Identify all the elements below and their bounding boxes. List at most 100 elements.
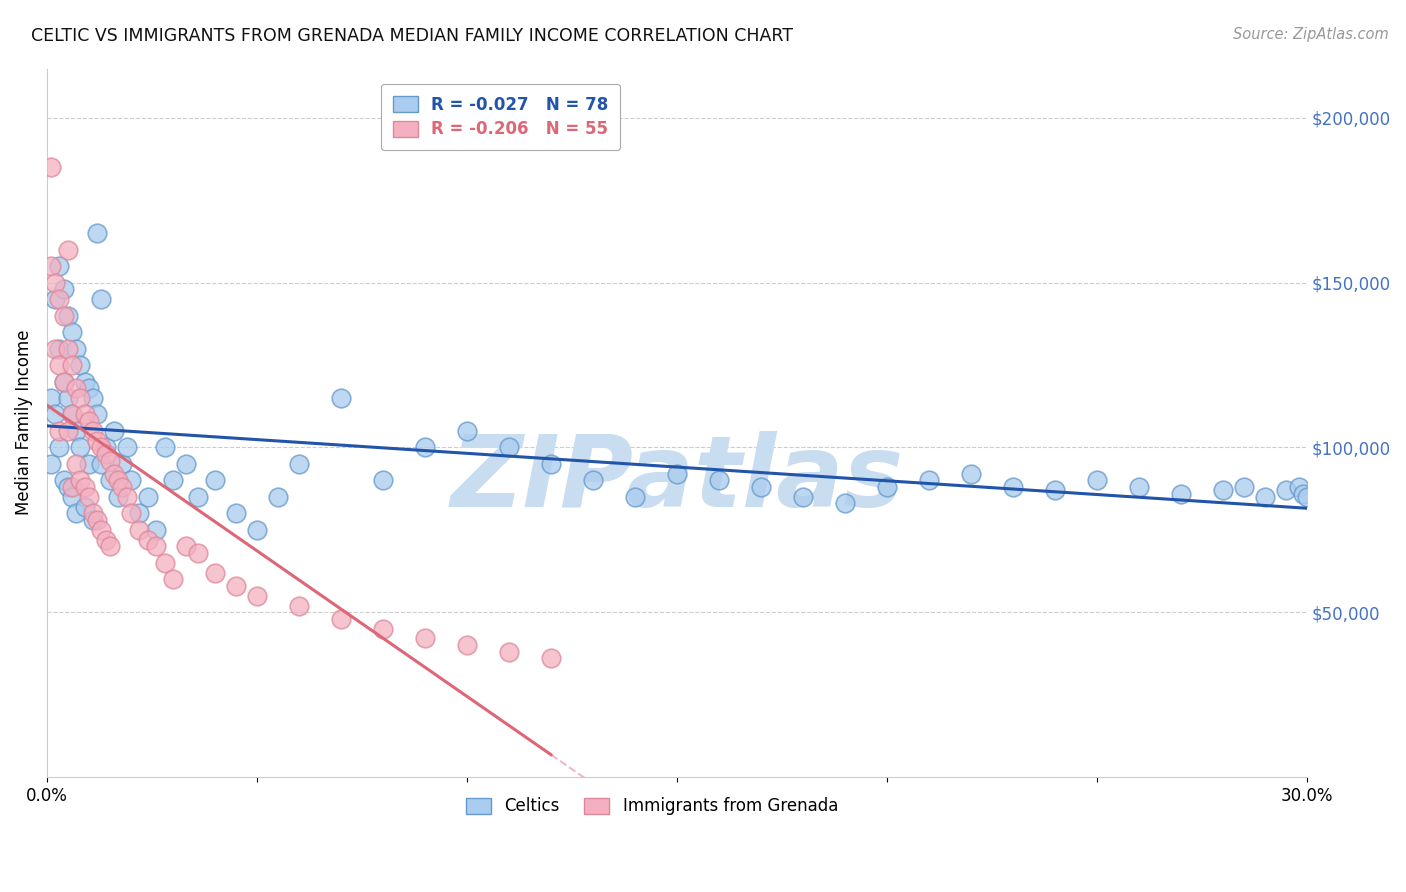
Point xyxy=(371,474,394,488)
Point xyxy=(69,474,91,488)
Point xyxy=(329,391,352,405)
Point xyxy=(115,490,138,504)
Point xyxy=(39,391,62,405)
Legend: Celtics, Immigrants from Grenada: Celtics, Immigrants from Grenada xyxy=(456,788,848,825)
Point xyxy=(120,474,142,488)
Point xyxy=(60,490,83,504)
Point xyxy=(56,309,79,323)
Point xyxy=(60,325,83,339)
Point xyxy=(90,292,112,306)
Point xyxy=(90,457,112,471)
Text: CELTIC VS IMMIGRANTS FROM GRENADA MEDIAN FAMILY INCOME CORRELATION CHART: CELTIC VS IMMIGRANTS FROM GRENADA MEDIAN… xyxy=(31,27,793,45)
Point xyxy=(86,226,108,240)
Point xyxy=(145,539,167,553)
Point xyxy=(1296,490,1319,504)
Point xyxy=(187,546,209,560)
Point xyxy=(65,342,87,356)
Point xyxy=(1254,490,1277,504)
Point xyxy=(44,276,66,290)
Point xyxy=(86,434,108,448)
Point xyxy=(288,599,311,613)
Point xyxy=(48,292,70,306)
Point xyxy=(120,506,142,520)
Point xyxy=(82,513,104,527)
Text: Source: ZipAtlas.com: Source: ZipAtlas.com xyxy=(1233,27,1389,42)
Point xyxy=(69,358,91,372)
Point xyxy=(145,523,167,537)
Point xyxy=(128,506,150,520)
Point xyxy=(52,474,75,488)
Point xyxy=(39,259,62,273)
Point xyxy=(115,441,138,455)
Point xyxy=(1275,483,1298,498)
Point xyxy=(48,441,70,455)
Point xyxy=(56,480,79,494)
Point xyxy=(413,632,436,646)
Point xyxy=(82,424,104,438)
Point xyxy=(498,441,520,455)
Point xyxy=(187,490,209,504)
Point xyxy=(56,243,79,257)
Point xyxy=(153,556,176,570)
Point xyxy=(162,474,184,488)
Point xyxy=(90,441,112,455)
Point xyxy=(225,506,247,520)
Point xyxy=(52,375,75,389)
Point xyxy=(540,651,562,665)
Point xyxy=(52,282,75,296)
Point xyxy=(174,539,197,553)
Point xyxy=(94,441,117,455)
Point xyxy=(371,622,394,636)
Point xyxy=(90,523,112,537)
Point xyxy=(77,414,100,428)
Point xyxy=(82,391,104,405)
Point xyxy=(1212,483,1234,498)
Point xyxy=(329,612,352,626)
Point xyxy=(582,474,605,488)
Point xyxy=(52,309,75,323)
Point xyxy=(624,490,647,504)
Point xyxy=(749,480,772,494)
Point xyxy=(162,572,184,586)
Point xyxy=(86,408,108,422)
Point xyxy=(174,457,197,471)
Point xyxy=(111,480,134,494)
Point xyxy=(456,424,478,438)
Point xyxy=(44,342,66,356)
Y-axis label: Median Family Income: Median Family Income xyxy=(15,330,32,516)
Point xyxy=(65,381,87,395)
Point xyxy=(225,579,247,593)
Point xyxy=(246,523,269,537)
Point xyxy=(39,161,62,175)
Point xyxy=(540,457,562,471)
Point xyxy=(94,447,117,461)
Point xyxy=(876,480,898,494)
Point xyxy=(48,342,70,356)
Point xyxy=(48,358,70,372)
Point xyxy=(60,358,83,372)
Point xyxy=(98,474,121,488)
Point xyxy=(1001,480,1024,494)
Point xyxy=(1170,486,1192,500)
Point xyxy=(456,638,478,652)
Point xyxy=(707,474,730,488)
Point xyxy=(60,408,83,422)
Point xyxy=(136,533,159,547)
Point xyxy=(39,457,62,471)
Point xyxy=(1233,480,1256,494)
Point xyxy=(77,457,100,471)
Point xyxy=(792,490,814,504)
Point xyxy=(1288,480,1310,494)
Point xyxy=(65,457,87,471)
Point xyxy=(918,474,941,488)
Point xyxy=(56,424,79,438)
Text: ZIPatlas: ZIPatlas xyxy=(450,431,904,528)
Point xyxy=(48,424,70,438)
Point xyxy=(65,506,87,520)
Point xyxy=(103,424,125,438)
Point xyxy=(204,566,226,580)
Point xyxy=(44,292,66,306)
Point xyxy=(267,490,290,504)
Point xyxy=(69,391,91,405)
Point xyxy=(73,480,96,494)
